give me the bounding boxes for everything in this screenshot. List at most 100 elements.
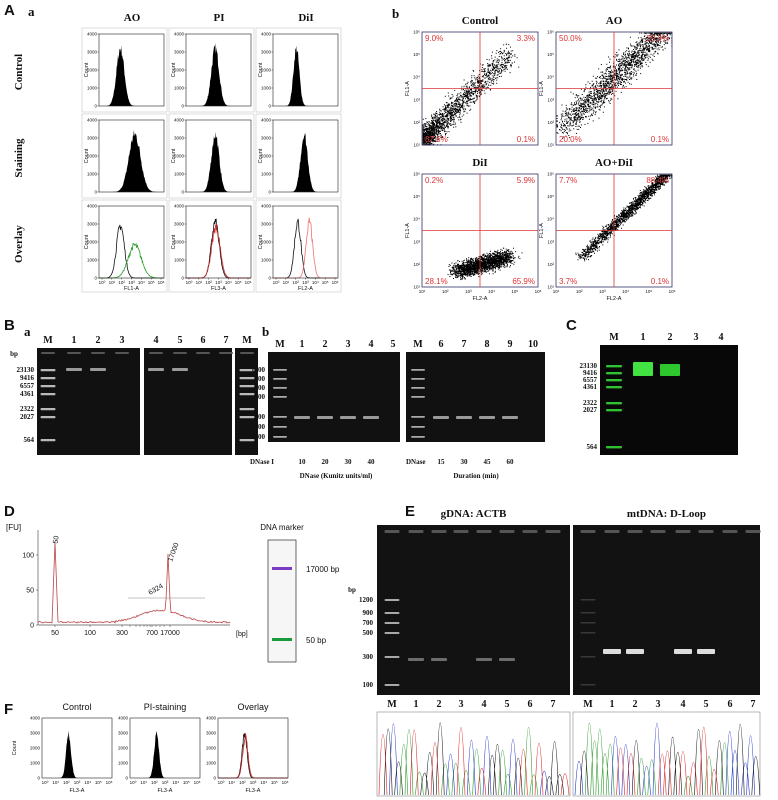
- y-tick-label: 0: [268, 104, 271, 109]
- y-tick-label: 0: [30, 623, 34, 630]
- x-tick-label: 10³: [599, 289, 606, 294]
- x-tick-label: 10²: [151, 780, 158, 785]
- gel-band: [606, 379, 622, 382]
- gel-band: [40, 377, 56, 380]
- gel-band: [606, 402, 622, 405]
- lane-label: 1: [641, 332, 646, 343]
- level-label: 10: [299, 458, 307, 466]
- y-tick-label: 3000: [87, 136, 98, 141]
- y-tick-label: 2000: [174, 240, 185, 245]
- x-tick-label: 10⁵: [183, 780, 190, 785]
- panel-label: A: [4, 2, 15, 19]
- y-tick-label: 0: [37, 776, 40, 781]
- lane-label: 6: [528, 699, 533, 710]
- subpanel-label: b: [392, 6, 399, 21]
- y-axis-label: Count: [12, 740, 18, 755]
- y-tick-label: 1000: [261, 86, 272, 91]
- gel-band: [239, 439, 255, 442]
- gel-band: [580, 656, 596, 658]
- y-tick-label: 10⁴: [547, 217, 554, 222]
- gel-band: [273, 436, 287, 438]
- y-tick-label: 10⁴: [413, 217, 420, 222]
- lane-label: 3: [656, 699, 661, 710]
- x-tick-label: 10⁶: [332, 280, 339, 285]
- x-axis-label: FL1-A: [124, 286, 139, 292]
- gel-band: [580, 632, 596, 634]
- y-tick-label: 0: [213, 776, 216, 781]
- y-tick-label: 10²: [547, 262, 554, 267]
- gel-band: [476, 658, 492, 661]
- lane-label: 4: [154, 335, 159, 346]
- marker-label: 900: [255, 375, 266, 383]
- lane-label: 7: [224, 335, 229, 346]
- peak-label: 17000: [167, 542, 180, 563]
- gel: [600, 345, 738, 455]
- cell-frame: [255, 27, 342, 113]
- gel: [573, 525, 760, 695]
- histogram-line: [218, 733, 288, 779]
- x-tick-label: 10¹: [140, 780, 147, 785]
- marker-label: 200: [255, 423, 266, 431]
- quadrant-percent: 20.0%: [559, 135, 582, 144]
- histogram-line: [186, 223, 251, 279]
- electropherogram: [37, 541, 231, 624]
- y-tick-label: 2000: [30, 746, 41, 751]
- y-tick-label: 10¹: [413, 285, 420, 290]
- quadrant-percent: 3.7%: [559, 277, 577, 286]
- x-tick-label: 10¹: [109, 280, 116, 285]
- gel-band: [411, 378, 425, 380]
- x-tick-label: 10⁶: [245, 280, 252, 285]
- plot-title: DiI: [472, 157, 487, 169]
- y-tick-label: 10²: [413, 262, 420, 267]
- y-tick-label: 10³: [547, 239, 554, 244]
- cell-frame: [81, 199, 168, 293]
- y-tick-label: 10⁵: [547, 194, 554, 199]
- x-tick-label: 10⁴: [488, 289, 495, 294]
- gel-band: [476, 530, 492, 533]
- panel-label: C: [566, 317, 577, 334]
- x-tick-label: 10²: [292, 280, 299, 285]
- lane-label: 1: [72, 335, 77, 346]
- y-tick-label: 0: [268, 276, 271, 281]
- peak-label: 50: [52, 535, 60, 544]
- histogram: [273, 45, 338, 106]
- plot-frame: [272, 205, 339, 279]
- x-tick-label: 10⁰: [99, 280, 106, 285]
- gel-band: [580, 684, 596, 686]
- gel-band: [411, 369, 425, 371]
- x-tick-label: 10⁵: [645, 289, 652, 294]
- gel: [268, 352, 400, 442]
- lane-label: 9: [508, 339, 513, 350]
- gel: [37, 348, 140, 455]
- gel-band: [453, 530, 469, 533]
- y-tick-label: 1000: [174, 258, 185, 263]
- y-tick-label: 10¹: [547, 143, 554, 148]
- x-axis-label: FL2-A: [298, 286, 313, 292]
- x-axis-label: FL3-A: [158, 788, 173, 794]
- y-tick-label: 1000: [87, 258, 98, 263]
- gel-band: [606, 446, 622, 449]
- x-tick-label: 10⁰: [218, 780, 225, 785]
- plot-frame: [98, 205, 165, 279]
- gel-band: [115, 352, 129, 354]
- gel-band: [502, 416, 518, 419]
- y-axis-label: Count: [84, 148, 90, 163]
- gel-band: [411, 426, 425, 428]
- y-tick-label: 1000: [118, 761, 129, 766]
- gel-band: [40, 439, 56, 442]
- gel-band: [240, 352, 254, 354]
- lane-label: 4: [369, 339, 374, 350]
- panel-label: F: [4, 701, 13, 718]
- marker-label: 6557: [583, 376, 598, 384]
- y-tick-label: 4000: [87, 32, 98, 37]
- subpanel-label: b: [262, 324, 269, 339]
- x-tick-label: 100: [84, 630, 96, 637]
- lane-label: M: [609, 332, 619, 343]
- y-tick-label: 1000: [87, 86, 98, 91]
- x-tick-label: 700: [146, 630, 158, 637]
- y-tick-label: 3000: [87, 222, 98, 227]
- plot-title: PI-staining: [144, 702, 187, 712]
- x-tick-label: 10⁶: [282, 780, 289, 785]
- y-tick-label: 10¹: [547, 285, 554, 290]
- lane-label: 1: [300, 339, 305, 350]
